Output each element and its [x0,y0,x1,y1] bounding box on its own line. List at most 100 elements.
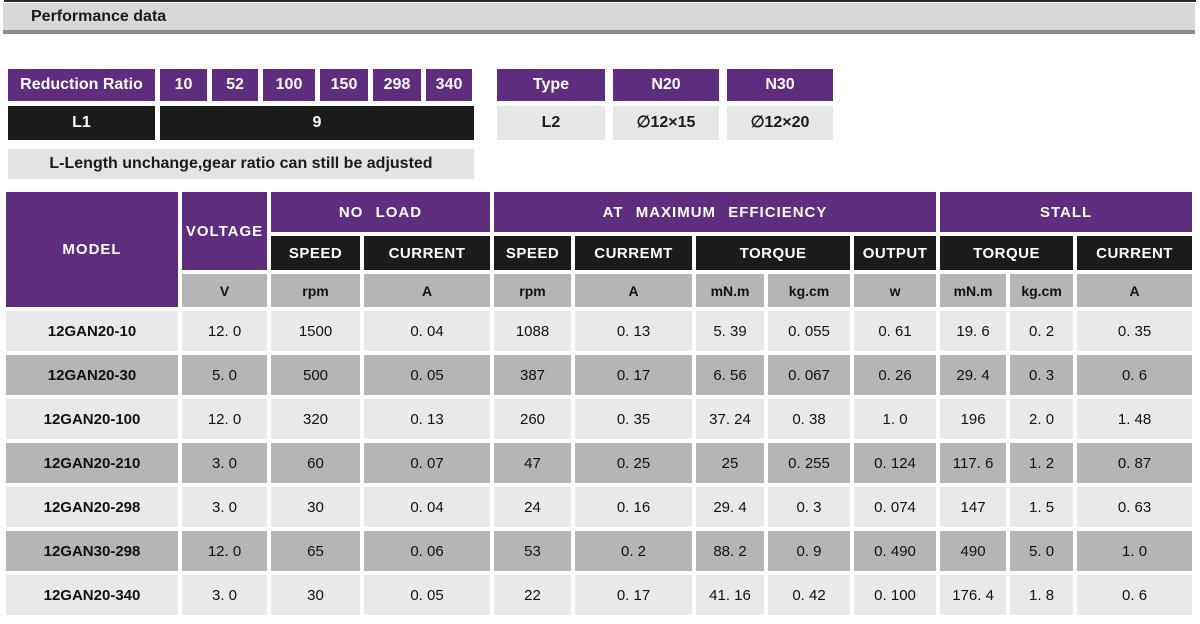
data-cell: 19. 6 [940,311,1007,351]
data-cell: 0. 2 [575,531,693,571]
unit-cell: mN.m [940,274,1007,307]
data-cell: 196 [940,399,1007,439]
data-cell: 0. 05 [364,575,491,615]
section-header-bar: Performance data [3,3,1195,34]
data-cell: 1. 0 [1077,531,1193,571]
data-cell: 0. 100 [854,575,937,615]
group-header-no-load: NO LOAD [271,192,491,232]
data-cell: 65 [271,531,360,571]
model-cell: 12GAN20-340 [6,575,178,615]
data-cell: 1. 2 [1010,443,1074,483]
type-label: Type [497,69,605,101]
data-cell: 0. 3 [768,487,851,527]
table-row: 12GAN20-30 5. 0 500 0. 05 387 0. 17 6. 5… [6,355,1193,395]
unit-cell: A [1077,274,1193,307]
top-divider-line [4,0,1196,2]
data-cell: 0. 6 [1077,575,1193,615]
col-header-voltage: VOLTAGE [182,192,267,270]
data-cell: 60 [271,443,360,483]
data-cell: 0. 87 [1077,443,1193,483]
data-cell: 30 [271,575,360,615]
reduction-ratio-label: Reduction Ratio [8,69,155,101]
ratio-value: 150 [320,69,368,101]
data-cell: 3. 0 [182,575,267,615]
data-cell: 3. 0 [182,487,267,527]
data-cell: 12. 0 [182,531,267,571]
unit-cell: rpm [271,274,360,307]
unit-cell: w [854,274,937,307]
unit-cell: mN.m [696,274,765,307]
table-row: 12GAN20-100 12. 0 320 0. 13 260 0. 35 37… [6,399,1193,439]
unit-cell: A [364,274,491,307]
data-cell: 5. 39 [696,311,765,351]
data-cell: 5. 0 [1010,531,1074,571]
data-cell: 0. 255 [768,443,851,483]
data-cell: 387 [494,355,572,395]
col-header-stall-current: CURRENT [1077,236,1193,270]
length-note: L-Length unchange,gear ratio can still b… [8,149,474,179]
data-cell: 0. 25 [575,443,693,483]
data-cell: 0. 055 [768,311,851,351]
data-cell: 2. 0 [1010,399,1074,439]
table-row: 12GAN20-210 3. 0 60 0. 07 47 0. 25 25 0.… [6,443,1193,483]
data-cell: 29. 4 [940,355,1007,395]
data-cell: 0. 074 [854,487,937,527]
data-cell: 53 [494,531,572,571]
model-cell: 12GAN20-10 [6,311,178,351]
table-row: 12GAN20-340 3. 0 30 0. 05 22 0. 17 41. 1… [6,575,1193,615]
data-cell: 0. 2 [1010,311,1074,351]
model-cell: 12GAN30-298 [6,531,178,571]
data-cell: 0. 42 [768,575,851,615]
data-cell: 0. 13 [575,311,693,351]
data-cell: 25 [696,443,765,483]
ratio-value: 100 [263,69,315,101]
model-cell: 12GAN20-100 [6,399,178,439]
data-cell: 3. 0 [182,443,267,483]
data-cell: 5. 0 [182,355,267,395]
col-header-stall-torque: TORQUE [940,236,1074,270]
data-cell: 0. 63 [1077,487,1193,527]
col-header-me-speed: SPEED [494,236,572,270]
data-cell: 41. 16 [696,575,765,615]
type-table: Type N20 N30 L2 ∅12×15 ∅12×20 [497,69,833,140]
data-cell: 0. 6 [1077,355,1193,395]
col-header-me-current: CURREMT [575,236,693,270]
data-cell: 0. 26 [854,355,937,395]
data-cell: 0. 05 [364,355,491,395]
data-cell: 260 [494,399,572,439]
data-cell: 0. 38 [768,399,851,439]
unit-cell: rpm [494,274,572,307]
data-cell: 0. 3 [1010,355,1074,395]
col-header-me-output: OUTPUT [854,236,937,270]
data-cell: 0. 124 [854,443,937,483]
data-cell: 0. 490 [854,531,937,571]
data-cell: 22 [494,575,572,615]
data-cell: 12. 0 [182,311,267,351]
data-cell: 88. 2 [696,531,765,571]
table-row: 12GAN30-298 12. 0 65 0. 06 53 0. 2 88. 2… [6,531,1193,571]
data-cell: 29. 4 [696,487,765,527]
data-cell: 117. 6 [940,443,1007,483]
unit-cell: V [182,274,267,307]
data-cell: 1. 5 [1010,487,1074,527]
l2-label: L2 [497,106,605,140]
reduction-ratio-table: Reduction Ratio 10 52 100 150 298 340 L1… [8,69,474,179]
data-cell: 0. 07 [364,443,491,483]
data-cell: 147 [940,487,1007,527]
l2-value-n20: ∅12×15 [613,106,719,140]
data-cell: 0. 067 [768,355,851,395]
data-cell: 0. 61 [854,311,937,351]
page-title: Performance data [31,7,167,25]
data-cell: 0. 17 [575,355,693,395]
ratio-value: 298 [373,69,421,101]
data-cell: 320 [271,399,360,439]
type-n30: N30 [727,69,833,101]
ratio-value: 340 [426,69,472,101]
reduction-ratio-row: Reduction Ratio 10 52 100 150 298 340 [8,69,474,101]
table-row: 12GAN20-298 3. 0 30 0. 04 24 0. 16 29. 4… [6,487,1193,527]
data-cell: 24 [494,487,572,527]
data-cell: 1500 [271,311,360,351]
l1-row: L1 9 [8,106,474,140]
ratio-value: 10 [160,69,207,101]
